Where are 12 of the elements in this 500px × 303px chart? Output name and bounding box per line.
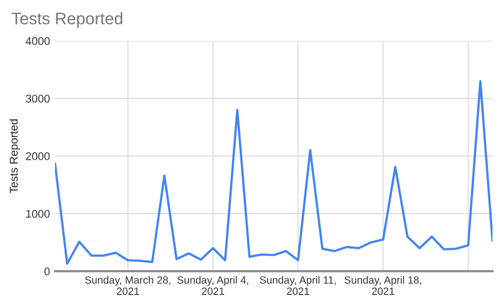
x-tick-label: Sunday, April 4, 2021 xyxy=(177,276,248,295)
y-tick-label: 3000 xyxy=(26,94,50,103)
y-tick-label: 2000 xyxy=(26,152,50,160)
x-tick-label: Sunday, April 18, 2021 xyxy=(344,276,422,295)
y-tick-label: 1000 xyxy=(26,210,50,218)
x-tick-label: Sunday, April 11, 2021 xyxy=(260,276,336,295)
line-series xyxy=(55,80,492,265)
y-tick-label: 4000 xyxy=(26,37,50,46)
y-tick-label: 0 xyxy=(44,267,50,276)
chart-title: Tests Reported xyxy=(12,12,122,28)
x-tick-label: Sunday, March 28, 2021 xyxy=(85,276,170,295)
y-axis-title: Tests Reported xyxy=(10,119,20,194)
